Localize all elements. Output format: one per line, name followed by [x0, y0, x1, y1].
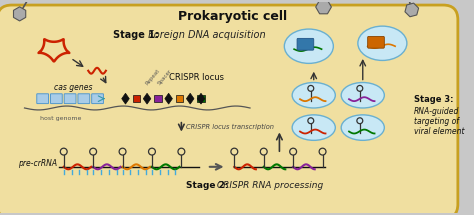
Ellipse shape — [292, 115, 335, 140]
Polygon shape — [154, 95, 162, 102]
Text: Spacer: Spacer — [156, 69, 173, 86]
Text: viral element: viral element — [414, 127, 464, 136]
FancyBboxPatch shape — [51, 94, 62, 104]
Text: cas genes: cas genes — [55, 83, 93, 92]
Polygon shape — [176, 95, 183, 102]
Text: Stage 3:: Stage 3: — [414, 95, 453, 104]
Text: targeting of: targeting of — [414, 117, 459, 126]
FancyBboxPatch shape — [0, 5, 458, 215]
Polygon shape — [186, 93, 194, 104]
Polygon shape — [165, 93, 173, 104]
Polygon shape — [405, 3, 419, 17]
Text: Stage 2:: Stage 2: — [186, 181, 229, 190]
Text: host genome: host genome — [40, 116, 82, 121]
Polygon shape — [143, 93, 151, 104]
Text: Repeat: Repeat — [145, 68, 161, 86]
Text: pre-crRNA: pre-crRNA — [18, 159, 57, 168]
Ellipse shape — [341, 115, 384, 140]
FancyBboxPatch shape — [78, 94, 90, 104]
Text: RNA-guided: RNA-guided — [414, 107, 459, 116]
Text: Foreign DNA acquisition: Foreign DNA acquisition — [145, 29, 266, 40]
Text: CRISPR RNA processing: CRISPR RNA processing — [214, 181, 323, 190]
FancyBboxPatch shape — [91, 94, 103, 104]
FancyBboxPatch shape — [64, 94, 76, 104]
Ellipse shape — [292, 83, 335, 108]
Ellipse shape — [358, 26, 407, 60]
Text: Prokaryotic cell: Prokaryotic cell — [178, 10, 287, 23]
Polygon shape — [122, 93, 129, 104]
Text: CRISPR locus: CRISPR locus — [169, 74, 224, 83]
Text: Stage 1:: Stage 1: — [113, 29, 159, 40]
Polygon shape — [13, 7, 26, 21]
Polygon shape — [316, 0, 331, 14]
Polygon shape — [133, 95, 140, 102]
Text: CRISPR locus transcription: CRISPR locus transcription — [186, 124, 274, 130]
Polygon shape — [197, 93, 205, 104]
FancyBboxPatch shape — [297, 38, 314, 50]
FancyBboxPatch shape — [368, 36, 384, 48]
Polygon shape — [197, 95, 205, 102]
FancyBboxPatch shape — [37, 94, 48, 104]
Ellipse shape — [284, 29, 333, 63]
Ellipse shape — [341, 83, 384, 108]
